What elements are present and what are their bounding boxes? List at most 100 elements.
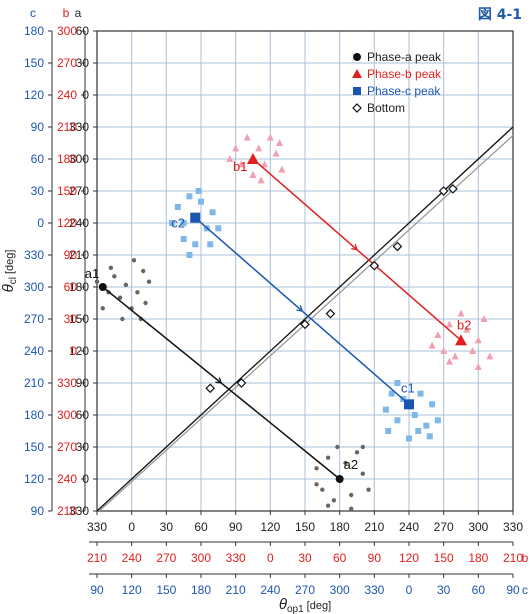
cluster-point-a2 (325, 455, 331, 460)
cluster-point-c1 (423, 422, 430, 429)
cluster-point-a1 (112, 274, 117, 279)
cluster-point-a1 (146, 279, 152, 284)
peak-label-c1: c1 (401, 380, 415, 395)
x-axis-a-tick-label: 330 (503, 520, 523, 534)
cluster-point-b1 (249, 171, 257, 178)
connect-arrow-c2-c1 (296, 305, 304, 312)
y-axis-b-tick-label: 60 (64, 280, 78, 294)
cluster-point-b1 (243, 133, 251, 141)
y-axis-a-tick-label: 0 (82, 88, 89, 102)
bottom-marker (392, 241, 403, 252)
y-axis-c-tick-label: 30 (31, 184, 45, 198)
x-axis-c-name: c (522, 583, 528, 597)
cluster-point-c2 (186, 252, 193, 258)
cluster-point-c2 (207, 241, 214, 248)
y-axis-b-tick-label: 330 (57, 376, 77, 390)
y-axis-a-tick-label: 120 (69, 344, 89, 358)
cluster-point-a1 (94, 279, 100, 284)
y-axis-b-tick-label: 150 (57, 184, 77, 198)
cluster-point-c2 (198, 198, 204, 205)
x-axis-b-tick-label: 150 (434, 551, 454, 565)
x-axis-c-tick-label: 300 (330, 583, 350, 597)
cluster-point-b2 (457, 309, 465, 317)
connect-arrow-b1-b2 (351, 243, 358, 251)
y-axis-a-tick-label: 300 (69, 152, 89, 166)
cluster-point-b1 (261, 160, 269, 168)
figure-label: 図 4-1 (477, 7, 522, 23)
x-axis-b-tick-label: 90 (368, 551, 382, 565)
cluster-point-c1 (388, 390, 395, 397)
bottom-marker (300, 319, 310, 330)
x-axis-c-tick-label: 90 (90, 583, 104, 597)
peak-marker-a1 (98, 283, 107, 291)
cluster-point-c1 (415, 428, 422, 434)
cluster-point-c1 (385, 428, 392, 434)
legend-marker (352, 103, 362, 113)
y-axis-a-tick-label: 180 (69, 280, 89, 294)
x-axis-title: θop1 [deg] (279, 596, 331, 614)
cluster-point-b1 (226, 155, 234, 162)
y-axis-c-tick-label: 120 (24, 472, 44, 486)
x-axis-a-tick-label: 120 (260, 520, 280, 534)
y-axis-b-tick-label: 240 (57, 88, 77, 102)
y-axis-c-tick-label: 90 (31, 120, 45, 134)
connect-arrow-a1-a2 (215, 377, 223, 384)
peak-label-a1: a1 (85, 266, 99, 281)
x-axis-a-tick-label: 60 (194, 520, 208, 534)
cluster-point-b1 (266, 133, 274, 141)
x-axis-c-tick-label: 60 (472, 583, 486, 597)
x-axis-b-tick-label: 120 (399, 551, 419, 565)
cluster-point-a1 (141, 268, 146, 274)
x-axis-c-tick-label: 120 (122, 583, 142, 597)
cluster-point-b1 (257, 176, 265, 184)
cluster-point-c1 (394, 380, 401, 386)
peak-label-b1: b1 (233, 159, 247, 174)
cluster-point-b2 (428, 341, 436, 349)
x-axis-a-tick-label: 180 (330, 520, 350, 534)
x-axis-c-tick-label: 240 (260, 583, 280, 597)
peak-label-a2: a2 (344, 457, 358, 472)
cluster-point-c2 (174, 204, 181, 210)
cluster-point-c1 (382, 406, 389, 413)
cluster-point-a1 (123, 282, 129, 288)
y-axis-a-tick-label: 330 (69, 504, 89, 518)
bottom-marker (369, 260, 380, 271)
y-axis-b-tick-label: 0 (70, 344, 77, 358)
x-axis-c-tick-label: 330 (364, 583, 384, 597)
y-axis-b-tick-label: 90 (64, 248, 78, 262)
x-axis-c-tick-label: 210 (226, 583, 246, 597)
y-axis-c-name: c (30, 6, 36, 20)
cluster-point-a2 (314, 482, 319, 487)
y-axis-a-tick-label: 270 (69, 184, 89, 198)
x-axis-c-tick-label: 30 (437, 583, 451, 597)
peak-label-b2: b2 (457, 317, 471, 332)
y-axis-b-tick-label: 180 (57, 152, 77, 166)
x-axis-a-tick-label: 270 (434, 520, 454, 534)
y-axis-c-tick-label: 240 (24, 344, 44, 358)
x-axis-a-tick-label: 330 (87, 520, 107, 534)
y-axis-c-tick-label: 120 (24, 88, 44, 102)
cluster-point-a1 (100, 306, 105, 311)
cluster-point-b1 (255, 144, 263, 152)
y-axis-b-tick-label: 300 (57, 24, 77, 38)
cluster-point-b2 (440, 347, 448, 354)
y-axis-c-tick-label: 210 (24, 376, 44, 390)
cluster-point-a1 (131, 258, 137, 263)
y-axis-a-tick-label: 210 (69, 248, 89, 262)
x-axis-c-tick-label: 150 (156, 583, 176, 597)
cluster-point-b1 (276, 139, 284, 146)
cluster-point-b2 (445, 320, 453, 328)
legend-marker (352, 69, 362, 78)
y-axis-a-tick-label: 0 (82, 472, 89, 486)
cluster-point-c2 (209, 209, 216, 216)
x-axis-a-tick-label: 0 (128, 520, 135, 534)
cluster-point-a1 (117, 295, 123, 300)
cluster-point-a2 (325, 503, 331, 508)
y-axis-c-tick-label: 90 (31, 504, 45, 518)
cluster-point-b2 (469, 347, 477, 354)
x-axis-c-tick-label: 90 (506, 583, 520, 597)
cluster-point-b2 (434, 331, 442, 338)
cluster-point-c1 (434, 417, 441, 424)
y-axis-b-tick-label: 120 (57, 216, 77, 230)
